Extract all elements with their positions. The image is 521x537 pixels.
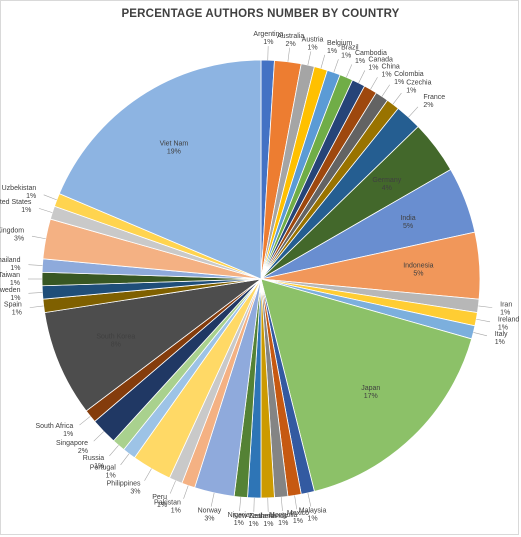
label-india: India 5% [400,215,415,230]
leader-uzbekistan [43,194,57,201]
label-south-africa: South Africa 1% [35,423,73,438]
label-malaysia: Malaysia 1% [299,507,327,522]
label-viet-nam: Viet Nam 19% [160,141,189,156]
label-canada: Canada 1% [368,56,393,71]
label-new-zealand: New Zealand 1% [233,513,274,528]
leader-peru [169,480,176,494]
chart-title: PERCENTAGE AUTHORS NUMBER BY COUNTRY [121,8,400,20]
leader-philippines [144,468,152,481]
label-south-korea: South Korea 8% [96,333,135,348]
label-japan: Japan 17% [361,385,380,400]
leader-norway [210,492,215,507]
leader-italy [473,332,488,337]
label-ireland: Ireland 1% [498,316,520,331]
label-argentina: Argentina 1% [253,31,283,46]
pie-slices [41,59,481,499]
leader-spain [29,305,44,308]
leader-cambodia [346,64,353,78]
leader-austria [307,51,312,66]
leader-ireland [476,318,491,323]
leader-belgium [320,54,326,69]
leader-france [408,106,419,118]
label-czechia: Czechia 1% [406,80,431,95]
label-belgium: Belgium 1% [327,40,352,55]
leader-australia [287,47,290,62]
leader-mexico [294,495,298,510]
leader-nigeria [239,497,242,512]
leader-colombia [381,84,390,97]
label-nigeria: Nigeria 1% [228,512,250,527]
leader-united-kingdom [31,235,46,240]
leader-thailand [28,264,43,266]
leader-canada [358,70,366,84]
label-philippines: Philippines 3% [107,481,141,496]
leader-iran [478,305,493,308]
label-brazil: Brazil 1% [341,45,359,60]
label-portugal: Portugal 1% [90,464,117,479]
label-singapore: Singapore 2% [56,440,88,455]
slice-south-korea [44,278,262,412]
label-mexico: Mexico 1% [287,510,309,525]
label-pakistan: Pakistan 1% [154,499,181,514]
label-uzbekistan: Uzbekistan 1% [2,185,37,200]
label-indonesia: Indonesia 5% [403,262,433,277]
leader-south-africa [79,416,91,426]
label-united-kingdom: United Kingdom3% [0,228,24,243]
data-labels: Argentina 1%Australia 2%Austria 1%Belgium 1%… [0,31,519,528]
leader-sweden [28,292,43,294]
leader-russia [109,445,119,457]
leader-singapore [93,431,104,442]
label-spain: Spain 1% [4,302,22,317]
slice-japan [260,278,473,492]
leader-portugal [120,453,130,466]
label-taiwan: Taiwan 1% [0,272,20,287]
leader-brazil [333,59,339,73]
label-thailand: Thailand1% [0,257,21,272]
leader-pakistan [183,485,189,499]
label-austria: Austria 1% [302,37,324,52]
slice-viet-nam [58,59,262,280]
leader-united-states [38,208,53,213]
label-mongolia: Mongolia 1% [269,512,298,527]
label-netherlands: Netherlands 1% [250,513,288,528]
leader-mongolia [280,497,283,512]
label-cambodia: Cambodia 1% [355,50,387,65]
label-germany: Germany 4% [372,177,401,192]
label-peru: Peru 1% [152,494,167,509]
label-sweden: Sweden1% [0,287,21,302]
label-australia: Australia 2% [277,33,304,48]
label-france: France 2% [423,94,445,109]
leader-china [370,77,378,90]
label-russia: Russia 1% [83,455,105,470]
label-colombia: Colombia 1% [394,71,424,86]
leader-malaysia [307,492,312,507]
label-iran: Iran 1% [500,302,512,317]
label-china: China 1% [382,63,400,78]
label-italy: Italy 1% [495,331,508,346]
label-norway: Norway 3% [198,507,222,522]
leader-lines [28,46,493,512]
leader-czechia [392,92,402,105]
